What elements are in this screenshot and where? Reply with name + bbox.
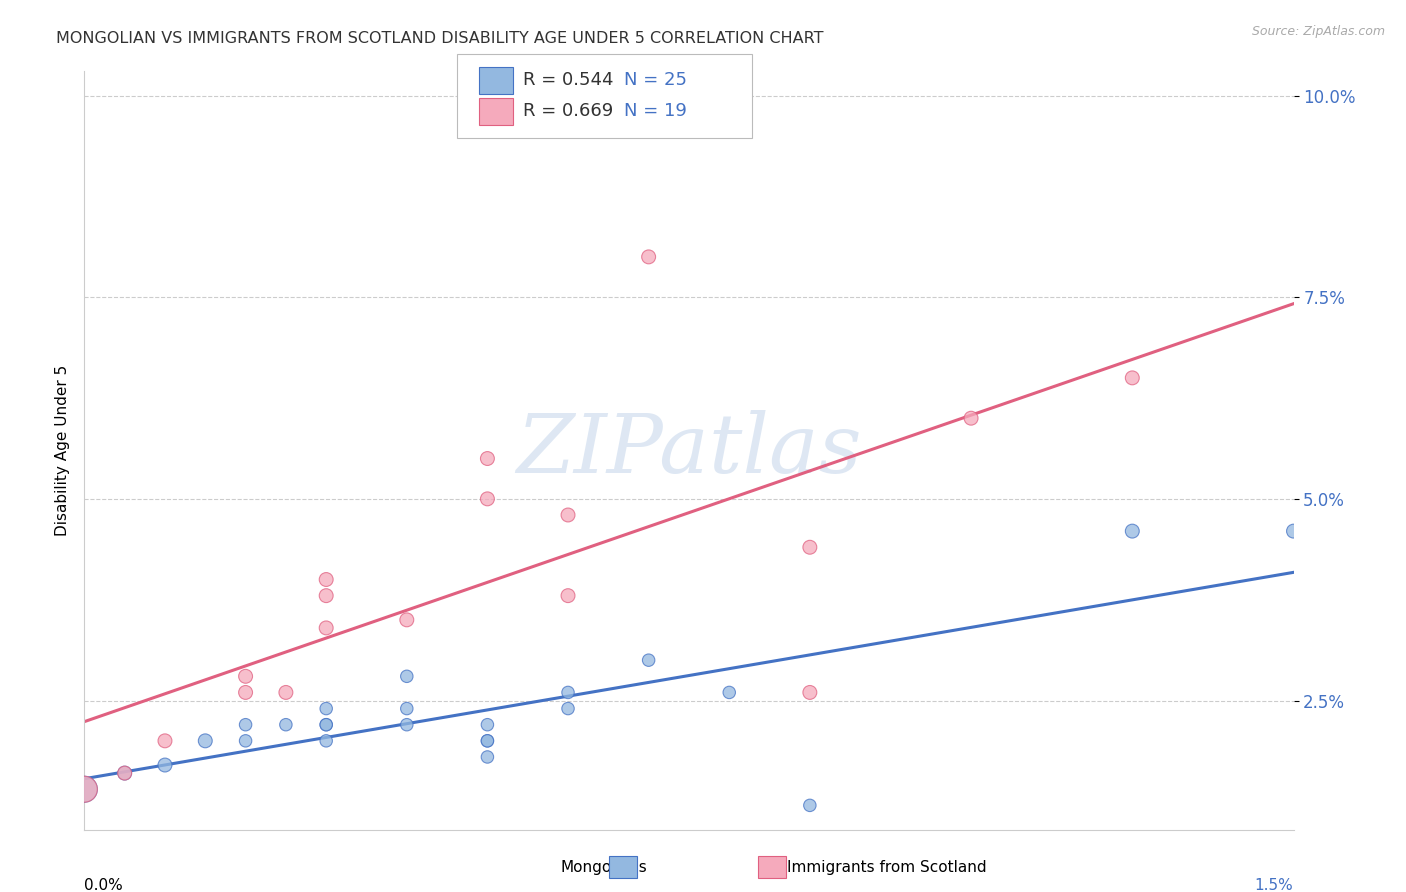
Point (557, 685, 579, 699)
Point (235, 669, 257, 683)
Point (1121, 371, 1143, 385)
Point (315, 573, 337, 587)
Point (315, 734, 337, 748)
Point (235, 734, 257, 748)
Point (799, 798, 821, 813)
Point (557, 508, 579, 522)
Point (395, 669, 418, 683)
Y-axis label: Disability Age Under 5: Disability Age Under 5 (55, 365, 70, 536)
Point (477, 734, 499, 748)
Point (395, 717, 418, 731)
Text: N = 19: N = 19 (624, 103, 688, 120)
Point (718, 685, 741, 699)
Point (315, 717, 337, 731)
Point (1121, 524, 1143, 538)
Point (477, 491, 499, 506)
Point (477, 717, 499, 731)
Point (557, 701, 579, 715)
Text: Immigrants from Scotland: Immigrants from Scotland (787, 860, 987, 874)
Point (315, 717, 337, 731)
Text: ZIPatlas: ZIPatlas (516, 410, 862, 491)
Point (73, 782, 96, 797)
Text: R = 0.669: R = 0.669 (523, 103, 613, 120)
Point (153, 734, 176, 748)
Text: MONGOLIAN VS IMMIGRANTS FROM SCOTLAND DISABILITY AGE UNDER 5 CORRELATION CHART: MONGOLIAN VS IMMIGRANTS FROM SCOTLAND DI… (56, 31, 824, 46)
Point (274, 717, 297, 731)
Text: N = 25: N = 25 (624, 71, 688, 89)
Point (557, 589, 579, 603)
Point (274, 685, 297, 699)
Point (637, 653, 659, 667)
Point (315, 621, 337, 635)
Point (960, 411, 983, 425)
Point (235, 717, 257, 731)
Point (477, 750, 499, 764)
Point (235, 685, 257, 699)
Point (1282, 524, 1305, 538)
Point (799, 541, 821, 555)
Point (73, 782, 96, 797)
Point (315, 589, 337, 603)
Point (637, 250, 659, 264)
Point (799, 685, 821, 699)
Text: Mongolians: Mongolians (560, 860, 647, 874)
Point (477, 451, 499, 466)
Point (114, 766, 136, 780)
Text: 0.0%: 0.0% (84, 878, 124, 892)
Point (395, 613, 418, 627)
Point (477, 734, 499, 748)
Text: 1.5%: 1.5% (1254, 878, 1294, 892)
Point (194, 734, 217, 748)
Point (114, 766, 136, 780)
Point (153, 758, 176, 772)
Text: R = 0.544: R = 0.544 (523, 71, 613, 89)
Text: Source: ZipAtlas.com: Source: ZipAtlas.com (1251, 25, 1385, 38)
Point (395, 701, 418, 715)
Point (315, 701, 337, 715)
